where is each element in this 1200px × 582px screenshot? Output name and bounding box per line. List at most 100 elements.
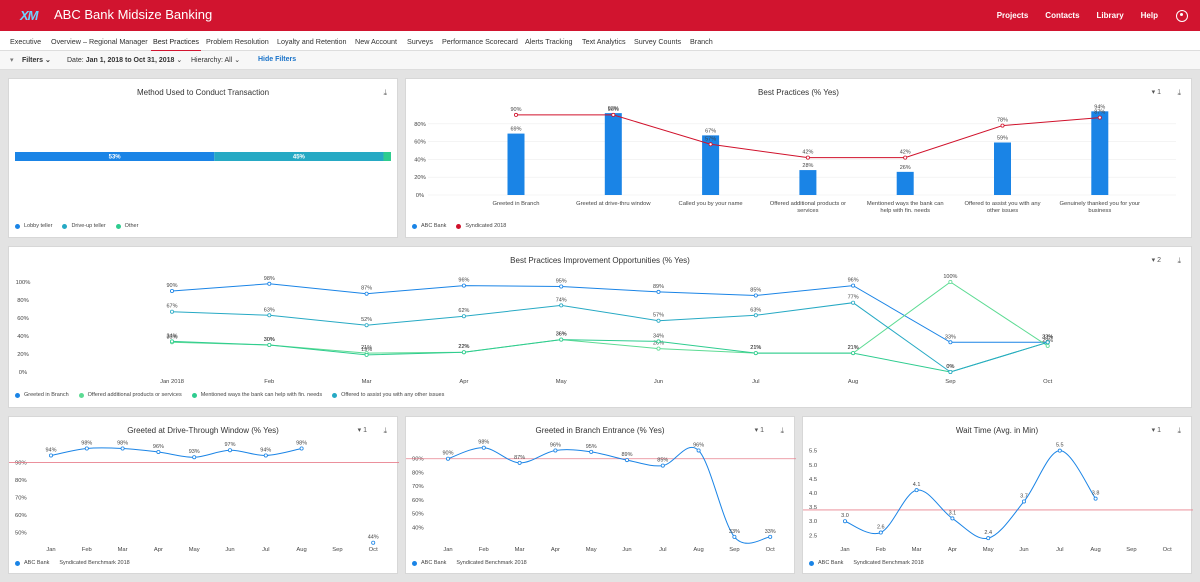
series-point (753, 351, 758, 356)
best-practices-chart: 0% 20% 40% 60% 80% 69% Greeted in Branch 92% Gre… (414, 104, 1176, 214)
tab-text-analytics[interactable]: Text Analytics (582, 37, 626, 46)
x-tick-label: Jun (1019, 547, 1028, 553)
tab-problem-resolution[interactable]: Problem Resolution (206, 37, 269, 46)
abc-bank-point (227, 448, 232, 453)
series-point (753, 293, 758, 298)
point-data-label: 63% (750, 307, 761, 313)
point-data-label: 33% (1042, 334, 1053, 340)
abc-bank-point (1021, 499, 1026, 504)
hierarchy-filter-label: Hierarchy: (191, 57, 223, 64)
point-data-label: 96% (693, 442, 704, 448)
abc-bank-point (660, 463, 665, 468)
filter-count: 2 (1157, 257, 1161, 264)
tab-alerts-tracking[interactable]: Alerts Tracking (525, 37, 573, 46)
series-point (948, 340, 953, 345)
legend-dot (15, 560, 20, 566)
method-bar-segment (383, 152, 391, 161)
abc-bank-point (120, 446, 125, 451)
tab-overview-regional-manager[interactable]: Overview – Regional Manager (51, 37, 148, 46)
tab-performance-scorecard[interactable]: Performance Scorecard (442, 37, 518, 46)
line-data-label: 87% (1094, 110, 1105, 116)
series-point (851, 351, 856, 356)
y-tick-label: 70% (412, 484, 424, 490)
point-data-label: 2.4 (984, 530, 992, 536)
hierarchy-filter[interactable]: Hierarchy: All ⌄ (191, 56, 240, 64)
abc-bank-point (446, 456, 451, 461)
date-filter[interactable]: Date: Jan 1, 2018 to Oct 31, 2018 ⌄ (67, 56, 182, 64)
chevron-down-icon: ⌄ (176, 57, 183, 64)
abc-bank-point (553, 448, 558, 453)
download-icon[interactable]: ⤓ (780, 426, 784, 435)
user-account-icon[interactable] (1176, 9, 1188, 22)
tab-new-account[interactable]: New Account (355, 37, 397, 46)
x-tick-label: Jul (262, 547, 269, 553)
download-icon[interactable]: ⤓ (383, 426, 387, 435)
category-label-line: Greeted in Branch (492, 201, 539, 207)
y-tick-label: 80% (15, 478, 27, 484)
abc-bank-bar (507, 133, 525, 195)
series-point (753, 313, 758, 318)
abc-bank-point (263, 453, 268, 458)
y-tick-label: 60% (15, 513, 27, 519)
tab-best-practices[interactable]: Best Practices (151, 37, 201, 52)
nav-projects[interactable]: Projects (996, 11, 1029, 20)
abc-bank-bar (994, 142, 1011, 195)
x-tick-label: Sep (945, 379, 955, 385)
filter-icon: ▾ (1151, 427, 1156, 434)
point-data-label: 100% (943, 274, 957, 280)
abc-bank-point (84, 446, 89, 451)
x-tick-label: Jun (622, 547, 631, 553)
nav-help[interactable]: Help (1140, 11, 1158, 20)
tab-survey-counts[interactable]: Survey Counts (634, 37, 682, 46)
download-icon[interactable]: ⤓ (383, 88, 387, 97)
series-point (461, 314, 466, 319)
tab-branch[interactable]: Branch (690, 37, 713, 46)
point-data-label: 33% (729, 529, 740, 535)
syndicated-point (903, 155, 908, 160)
top-bar: XM ABC Bank Midsize Banking Projects Con… (0, 0, 1200, 31)
download-icon[interactable]: ⤓ (1177, 256, 1181, 265)
filter-icon[interactable]: ▾ (10, 57, 14, 64)
tab-executive[interactable]: Executive (10, 37, 42, 46)
y-tick-label: 0% (19, 370, 27, 376)
legend-abc-bank: ABC Bank (421, 223, 447, 229)
nav-contacts[interactable]: Contacts (1045, 11, 1080, 20)
filters-toggle[interactable]: Filters ⌄ (22, 57, 51, 64)
legend-offered-assist: Offered to assist you with any other iss… (341, 392, 445, 398)
nav-library[interactable]: Library (1096, 11, 1124, 20)
point-data-label: 96% (153, 444, 164, 450)
category-label: Offered additional products or services (770, 201, 846, 214)
series-point (1045, 343, 1050, 348)
panel-filter-button[interactable]: ▾ 1 (358, 426, 367, 434)
x-tick-label: May (556, 379, 567, 385)
y-tick-label: 60% (412, 498, 424, 504)
download-icon[interactable]: ⤓ (1177, 88, 1181, 97)
point-data-label: 22% (458, 344, 469, 350)
point-data-label: 57% (653, 313, 664, 319)
branch-entrance-panel: Greeted in Branch Entrance (% Yes) ▾ 1 ⤓… (405, 416, 796, 574)
panel-filter-button[interactable]: ▾ 1 (1152, 426, 1161, 434)
point-data-label: 93% (189, 449, 200, 455)
tab-surveys[interactable]: Surveys (407, 37, 433, 46)
point-data-label: 95% (586, 444, 597, 450)
line-data-label: 42% (802, 150, 813, 156)
point-data-label: 33% (166, 334, 177, 340)
abc-bank-point (768, 534, 773, 539)
tab-loyalty-and-retention[interactable]: Loyalty and Retention (277, 37, 347, 46)
series-line (171, 283, 1048, 343)
syndicated-point (514, 112, 519, 117)
hide-filters-link[interactable]: Hide Filters (258, 56, 297, 63)
download-icon[interactable]: ⤓ (1177, 426, 1181, 435)
syndicated-point (1000, 123, 1005, 128)
y-tick-label: 60% (414, 140, 426, 146)
point-data-label: 21% (361, 345, 372, 351)
panel-filter-button[interactable]: ▾ 2 (1152, 256, 1161, 264)
point-data-label: 33% (945, 334, 956, 340)
y-tick-label: 50% (15, 530, 27, 536)
best-practices-title: Best Practices (% Yes) (758, 88, 839, 97)
best-practices-panel: Best Practices (% Yes) ▾ 1 ⤓ 0% 20% 40% 60%… (405, 78, 1192, 238)
xm-logo[interactable]: XM (20, 8, 39, 23)
panel-filter-button[interactable]: ▾ 1 (755, 426, 764, 434)
panel-filter-button[interactable]: ▾ 1 (1152, 88, 1161, 96)
legend-dot (78, 392, 84, 398)
